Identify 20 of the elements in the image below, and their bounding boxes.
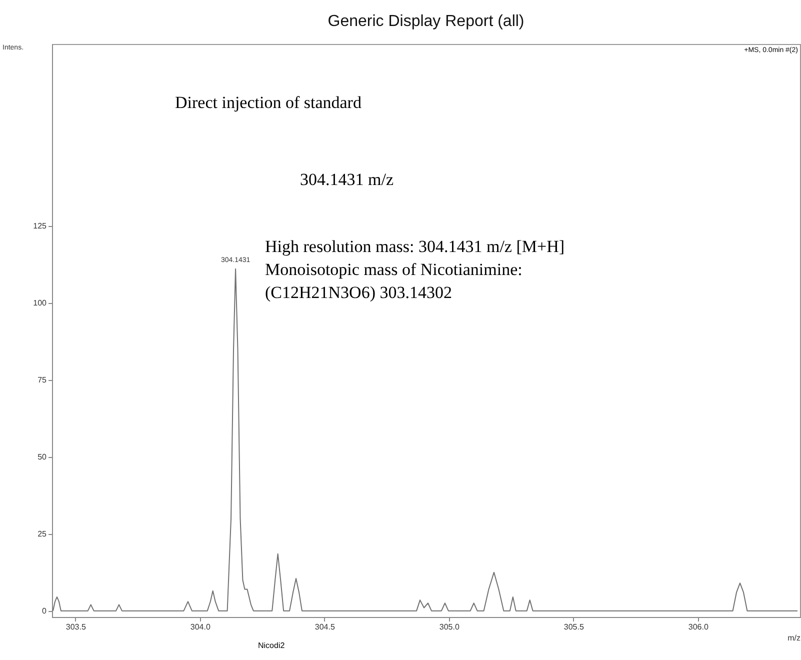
annotation: (C12H21N3O6) 303.14302	[265, 283, 452, 302]
chart-title: Generic Display Report (all)	[328, 13, 524, 30]
annotation: High resolution mass: 304.1431 m/z [M+H]	[265, 237, 565, 256]
x-tick-label: 305.5	[564, 622, 584, 632]
y-tick-label: 50	[38, 452, 48, 462]
x-tick-label: 305.0	[439, 622, 460, 632]
annotation: Direct injection of standard	[175, 93, 362, 112]
y-tick-label: 125	[33, 221, 48, 230]
text: Nicodi2	[258, 641, 286, 650]
x-tick-label: 306.0	[688, 622, 709, 632]
annotation: Monoisotopic mass of Nicotianimine:	[265, 260, 522, 279]
y-tick-label: 100	[33, 298, 48, 308]
y-tick-label: 75	[38, 375, 48, 384]
x-tick-label: 304.5	[314, 622, 336, 632]
x-axis-title: m/z	[788, 634, 800, 642]
x-tick-label: 304.0	[190, 622, 211, 632]
y-tick-label: 0	[42, 606, 48, 616]
x-tick-label: 303.5	[66, 622, 86, 632]
annotation: 304.1431 m/z	[300, 170, 394, 189]
y-tick-label: 25	[38, 529, 48, 538]
